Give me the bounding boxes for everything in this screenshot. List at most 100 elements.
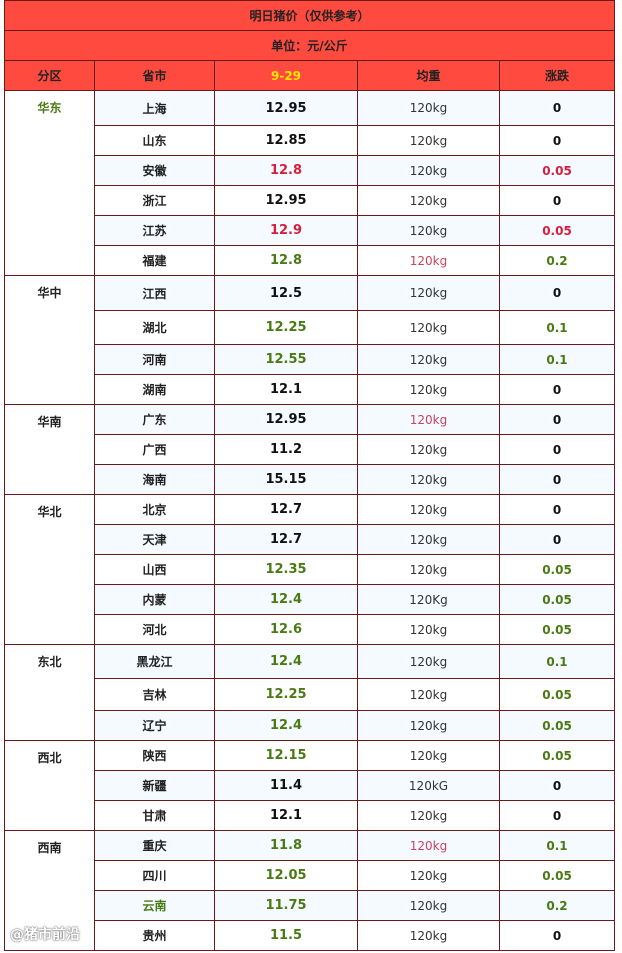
province-cell: 北京 <box>94 494 215 525</box>
price-cell: 12.8 <box>214 245 358 276</box>
table-row: 天津 12.7 120kg 0 <box>5 524 615 555</box>
price-cell: 12.85 <box>214 125 358 156</box>
province-cell: 四川 <box>94 860 215 891</box>
change-cell: 0 <box>499 404 615 435</box>
price-cell: 11.5 <box>214 920 358 951</box>
change-cell: 0.05 <box>499 215 615 246</box>
header-date: 9-29 <box>214 60 358 91</box>
table-row: 四川 12.05 120kg 0.05 <box>5 860 615 891</box>
table-row: 东北 黑龙江 12.4 120kg 0.1 <box>4 644 615 741</box>
change-cell: 0 <box>499 125 615 156</box>
weight-cell: 120kg <box>357 125 500 156</box>
change-cell: 0.1 <box>499 644 615 679</box>
weight-cell: 120Kg <box>357 584 500 615</box>
region-cell: 华东 <box>4 90 95 276</box>
table-row: 甘肃 12.1 120kg 0 <box>5 800 615 831</box>
province-cell: 山东 <box>94 125 215 156</box>
table-row: 浙江 12.95 120kg 0 <box>5 185 615 216</box>
table-row: 湖南 12.1 120kg 0 <box>5 374 615 405</box>
change-cell: 0.05 <box>499 678 615 711</box>
table-row: 山西 12.35 120kg 0.05 <box>5 554 615 585</box>
price-cell: 11.2 <box>214 434 358 465</box>
province-cell: 黑龙江 <box>94 644 215 679</box>
province-cell: 海南 <box>94 464 215 495</box>
province-cell: 河北 <box>94 614 215 645</box>
table-row: 华中 江西 12.5 120kg 0 <box>4 275 615 405</box>
table-row: 安徽 12.8 120kg 0.05 <box>5 155 615 186</box>
weight-cell: 120kg <box>357 185 500 216</box>
province-cell: 辽宁 <box>94 710 215 741</box>
weight-cell: 120kg <box>357 710 500 741</box>
region-cell: 华南 <box>4 404 95 495</box>
change-cell: 0.05 <box>499 710 615 741</box>
price-cell: 12.25 <box>214 310 358 345</box>
column-header-row: 分区 省市 9-29 均重 涨跌 <box>4 60 615 91</box>
change-cell: 0 <box>499 920 615 951</box>
weight-cell: 120kg <box>357 524 500 555</box>
price-cell: 12.4 <box>214 584 358 615</box>
table-row: 江苏 12.9 120kg 0.05 <box>5 215 615 246</box>
province-cell: 安徽 <box>94 155 215 186</box>
price-cell: 12.35 <box>214 554 358 585</box>
province-cell: 江苏 <box>94 215 215 246</box>
table-row: 内蒙 12.4 120Kg 0.05 <box>5 584 615 615</box>
table-row: 吉林 12.25 120kg 0.05 <box>5 678 615 711</box>
weight-cell: 120kg <box>357 215 500 246</box>
weight-cell: 120kg <box>357 554 500 585</box>
province-cell: 山西 <box>94 554 215 585</box>
weight-cell: 120kg <box>357 344 500 375</box>
province-cell: 浙江 <box>94 185 215 216</box>
weight-cell: 120kg <box>357 464 500 495</box>
province-cell: 广西 <box>94 434 215 465</box>
province-cell: 新疆 <box>94 770 215 801</box>
table-row: 华东 上海 12.95 120kg 0 <box>4 90 615 276</box>
region-cell: 华北 <box>4 494 95 645</box>
price-cell: 12.4 <box>214 710 358 741</box>
price-cell: 12.5 <box>214 275 358 311</box>
change-cell: 0 <box>499 800 615 831</box>
change-cell: 0 <box>499 434 615 465</box>
price-cell: 12.7 <box>214 494 358 525</box>
table-row: 辽宁 12.4 120kg 0.05 <box>5 710 615 741</box>
weight-cell: 120kg <box>357 275 500 311</box>
price-cell: 11.4 <box>214 770 358 801</box>
province-cell: 福建 <box>94 245 215 276</box>
province-cell: 重庆 <box>94 830 215 861</box>
price-cell: 12.1 <box>214 800 358 831</box>
weight-cell: 120kg <box>357 860 500 891</box>
change-cell: 0.05 <box>499 584 615 615</box>
table-row: 华南 广东 12.95 120kg 0 <box>4 404 615 495</box>
price-cell: 15.15 <box>214 464 358 495</box>
weight-cell: 120kg <box>357 614 500 645</box>
price-cell: 12.95 <box>214 404 358 435</box>
province-cell: 天津 <box>94 524 215 555</box>
change-cell: 0.1 <box>499 830 615 861</box>
change-cell: 0.05 <box>499 155 615 186</box>
table-title: 明日猪价（仅供参考） <box>4 0 615 31</box>
table-row: 山东 12.85 120kg 0 <box>5 125 615 156</box>
price-cell: 12.15 <box>214 740 358 771</box>
province-cell: 吉林 <box>94 678 215 711</box>
province-cell: 上海 <box>94 90 215 126</box>
change-cell: 0 <box>499 464 615 495</box>
unit-label: 单位：元/公斤 <box>4 30 615 61</box>
change-cell: 0 <box>499 374 615 405</box>
change-cell: 0.1 <box>499 310 615 345</box>
table-row: 西北 陕西 12.15 120kg 0.05 <box>4 740 615 831</box>
province-cell: 甘肃 <box>94 800 215 831</box>
weight-cell: 120kg <box>357 678 500 711</box>
price-cell: 11.8 <box>214 830 358 861</box>
weight-cell: 120kG <box>357 770 500 801</box>
change-cell: 0 <box>499 494 615 525</box>
price-cell: 12.4 <box>214 644 358 679</box>
change-cell: 0.05 <box>499 614 615 645</box>
weight-cell: 120kg <box>357 245 500 276</box>
weight-cell: 120kg <box>357 155 500 186</box>
watermark: @猪市前沿 <box>10 927 80 943</box>
price-cell: 12.7 <box>214 524 358 555</box>
change-cell: 0 <box>499 524 615 555</box>
header-province: 省市 <box>94 60 215 91</box>
change-cell: 0.1 <box>499 344 615 375</box>
weight-cell: 120kg <box>357 374 500 405</box>
table-row: 云南 11.75 120kg 0.2 <box>5 890 615 921</box>
